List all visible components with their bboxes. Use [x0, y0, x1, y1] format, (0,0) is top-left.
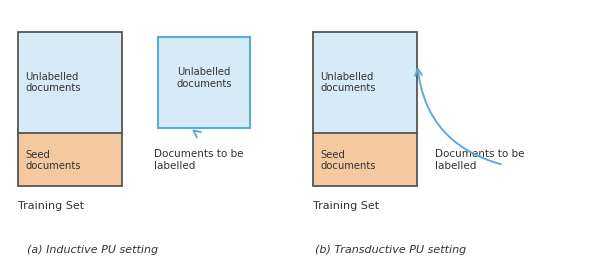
- Text: Training Set: Training Set: [18, 201, 84, 211]
- Text: Unlabelled
documents: Unlabelled documents: [176, 67, 232, 89]
- Text: Documents to be
labelled: Documents to be labelled: [435, 149, 524, 171]
- Bar: [18, 32, 122, 133]
- Bar: [313, 32, 417, 133]
- Bar: [158, 37, 250, 128]
- Text: Unlabelled
documents: Unlabelled documents: [25, 72, 80, 93]
- Bar: [313, 32, 417, 186]
- Text: Seed
documents: Seed documents: [25, 150, 80, 172]
- Text: Documents to be
labelled: Documents to be labelled: [154, 149, 243, 171]
- Text: Seed
documents: Seed documents: [320, 150, 375, 172]
- Bar: [18, 32, 122, 186]
- Text: (b) Transductive PU setting: (b) Transductive PU setting: [315, 245, 466, 255]
- Text: Training Set: Training Set: [313, 201, 379, 211]
- Bar: [313, 133, 417, 186]
- Text: (a) Inductive PU setting: (a) Inductive PU setting: [27, 245, 158, 255]
- Bar: [18, 133, 122, 186]
- Text: Unlabelled
documents: Unlabelled documents: [320, 72, 375, 93]
